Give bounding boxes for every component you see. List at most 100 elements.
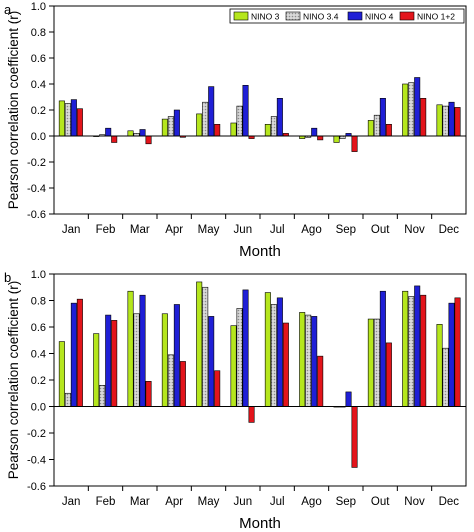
bar-nino-3	[264, 124, 271, 137]
x-tick-label: Feb	[96, 224, 116, 236]
x-axis-title: Month	[239, 515, 281, 532]
bar-nino-4	[173, 109, 180, 137]
y-tick-label: 0.2	[31, 105, 46, 117]
x-tick-label: Out	[371, 496, 390, 508]
legend-swatch	[399, 11, 415, 21]
bar-nino-4	[173, 304, 180, 407]
y-tick-label: 0.6	[31, 53, 46, 65]
bar-nino-3	[58, 100, 65, 137]
y-tick-label: 0.4	[31, 79, 46, 91]
bar-nino-3-4	[236, 105, 243, 137]
bar-nino-1-2	[76, 108, 83, 137]
bar-nino-3	[367, 318, 374, 407]
x-tick-label: Nov	[404, 224, 425, 236]
y-tick-label: 0.8	[31, 296, 46, 308]
bar-nino-3-4	[64, 392, 71, 407]
bar-nino-3	[58, 341, 65, 407]
bar-nino-3-4	[99, 384, 106, 407]
bar-nino-4	[105, 314, 112, 407]
x-tick-label: Jul	[270, 496, 285, 508]
bar-nino-4	[242, 85, 249, 137]
bar-nino-3	[127, 130, 134, 137]
bar-nino-1-2	[454, 297, 461, 407]
bar-nino-1-2	[76, 298, 83, 407]
bar-nino-1-2	[454, 107, 461, 137]
x-tick-label: Jan	[62, 224, 81, 236]
bar-nino-4	[139, 294, 146, 407]
bar-nino-3	[436, 324, 443, 407]
bar-nino-1-2	[351, 135, 358, 152]
bar-nino-3	[127, 290, 134, 407]
y-tick-label: 0.4	[31, 349, 46, 361]
bar-nino-4	[208, 316, 215, 407]
x-tick-label: Nov	[404, 496, 425, 508]
y-tick-label: -0.6	[27, 481, 46, 493]
chart-panel-b: b -0.6 -0.4 -0.2 0.0 0.2 0.4 0.6 0.8 1.0 Jan Feb Mar…	[4, 269, 467, 532]
x-tick-label: Jun	[234, 224, 253, 236]
legend: NINO 3 NINO 3.4 NINO 4 NINO 1+2	[229, 8, 465, 24]
x-tick-label: Jan	[62, 496, 81, 508]
x-tick-label: Sep	[336, 496, 356, 508]
plot-frame	[53, 5, 467, 215]
bar-nino-1-2	[145, 135, 152, 145]
legend-label: NINO 4	[365, 12, 394, 22]
bar-nino-3	[161, 118, 168, 137]
bar-nino-1-2	[248, 406, 255, 423]
bar-nino-4	[379, 290, 386, 407]
bar-nino-3-4	[167, 116, 174, 137]
bar-nino-3	[264, 292, 271, 407]
bar-nino-4	[448, 302, 455, 407]
bar-nino-3	[402, 290, 409, 407]
bar-nino-4	[70, 302, 77, 407]
bar-nino-3	[196, 281, 203, 407]
bar-nino-4	[70, 99, 77, 137]
y-tick-label: 0.6	[31, 322, 46, 334]
bar-nino-1-2	[179, 361, 186, 407]
x-tick-label: Feb	[96, 496, 116, 508]
x-tick-label: Jul	[270, 224, 285, 236]
bar-nino-3-4	[202, 101, 209, 137]
bar-nino-4	[105, 127, 112, 137]
bar-nino-3	[230, 122, 237, 137]
bar-nino-4	[276, 297, 283, 407]
bar-nino-3	[161, 313, 168, 407]
y-tick-label: 0.0	[31, 131, 46, 143]
y-tick-label: -0.2	[27, 428, 46, 440]
x-tick-label: Out	[371, 224, 390, 236]
bar-nino-4	[242, 289, 249, 407]
bar-nino-4	[208, 86, 215, 137]
legend-swatch	[233, 11, 249, 21]
bar-nino-4	[139, 129, 146, 137]
x-tick-label: Sep	[336, 224, 356, 236]
bar-nino-3	[333, 135, 340, 143]
chart-panel-a: a -0.6 -0.4 -0.2 0.0 0.2 0.4 0.6 0.8 1.0 Jan Feb Mar…	[4, 1, 467, 260]
y-tick-label: 0.2	[31, 375, 46, 387]
y-tick-label: -0.4	[27, 455, 46, 467]
bar-nino-3-4	[133, 313, 140, 407]
bar-nino-3-4	[373, 318, 380, 407]
bar-nino-1-2	[214, 370, 221, 407]
x-tick-label: Ago	[301, 496, 321, 508]
x-tick-label: Mar	[130, 496, 150, 508]
panel-label: a	[4, 2, 12, 17]
y-tick-label: 0.0	[31, 402, 46, 414]
bar-nino-1-2	[111, 320, 118, 407]
y-tick-label: -0.2	[27, 157, 46, 169]
legend-label: NINO 3	[251, 12, 280, 22]
bar-nino-3	[196, 113, 203, 137]
bar-nino-3	[402, 83, 409, 137]
y-tick-label: -0.6	[27, 209, 46, 221]
x-tick-label: Mar	[130, 224, 150, 236]
bar-nino-4	[448, 101, 455, 137]
x-tick-label: Apr	[165, 224, 183, 236]
x-tick-label: Dec	[439, 496, 460, 508]
legend-swatch	[285, 11, 301, 21]
bar-nino-3-4	[305, 314, 312, 407]
bar-nino-1-2	[214, 124, 221, 137]
legend-label: NINO 1+2	[417, 12, 455, 22]
x-tick-label: Dec	[439, 224, 460, 236]
bar-nino-3-4	[442, 347, 449, 407]
bar-nino-1-2	[351, 406, 358, 468]
bar-nino-1-2	[317, 135, 324, 141]
